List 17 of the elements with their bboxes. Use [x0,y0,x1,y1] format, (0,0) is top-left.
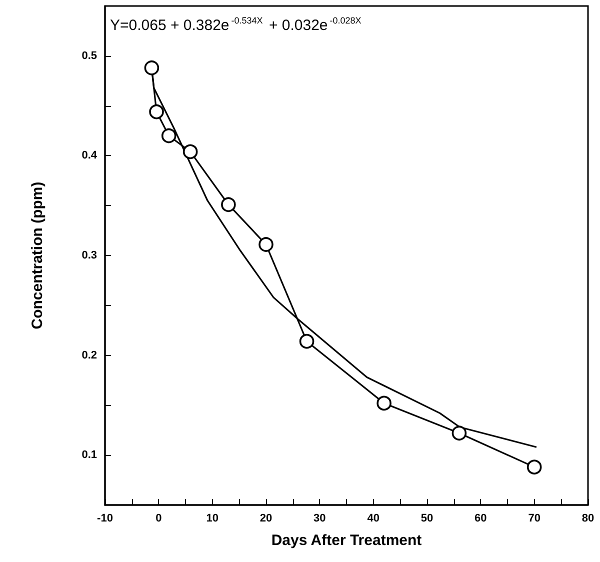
x-tick-label: 60 [474,512,487,524]
x-tick-label: 20 [260,512,272,524]
x-tick-label: 50 [420,512,434,524]
x-axis-title: Days After Treatment [271,532,422,549]
y-tick-label: 0.5 [82,50,97,62]
x-tick-label: 30 [314,512,326,524]
x-tick-label: 10 [206,512,218,524]
y-axis-title: Concentration (ppm) [29,182,46,330]
y-tick-label: 0.2 [82,349,97,362]
x-tick-label: 80 [582,512,594,524]
x-tick-label: 0 [156,512,162,524]
y-tick-label: 0.3 [82,250,97,262]
x-tick-label: 70 [528,512,540,524]
y-tick-label: 0.4 [82,150,98,162]
y-tick-label: 0.1 [82,449,97,462]
x-tick-label: -10 [97,512,113,524]
x-tick-label: 40 [367,512,380,524]
